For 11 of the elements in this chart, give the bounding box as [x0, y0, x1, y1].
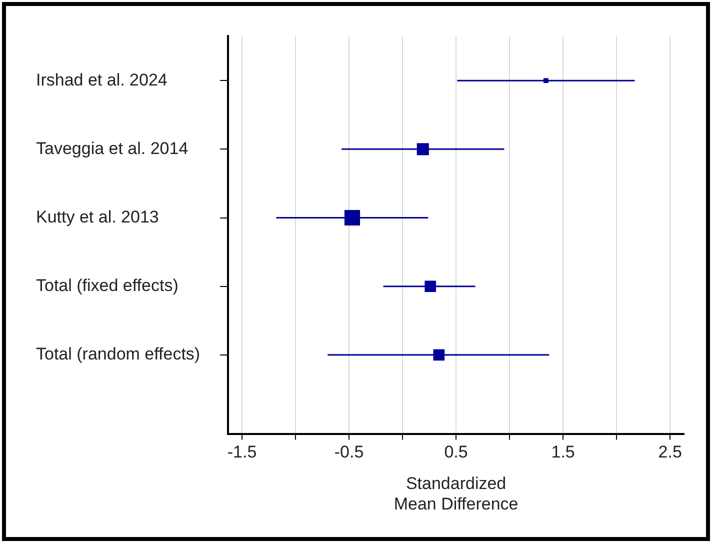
y-tick-label: Total (random effects): [36, 344, 200, 364]
y-tick-label: Taveggia et al. 2014: [36, 138, 188, 158]
y-tick-label: Kutty et al. 2013: [36, 207, 159, 226]
y-tick-label: Irshad et al. 2024: [36, 70, 168, 90]
x-tick-label: 0.5: [444, 442, 468, 462]
x-tick-label: -1.5: [227, 442, 257, 462]
x-tick-label: 2.5: [658, 442, 682, 462]
x-axis-title: Standardized Mean Difference: [394, 474, 518, 514]
y-tick-label: Total (fixed effects): [36, 276, 178, 296]
x-tick-label: -0.5: [334, 442, 364, 462]
x-tick-label: 1.5: [551, 442, 575, 462]
